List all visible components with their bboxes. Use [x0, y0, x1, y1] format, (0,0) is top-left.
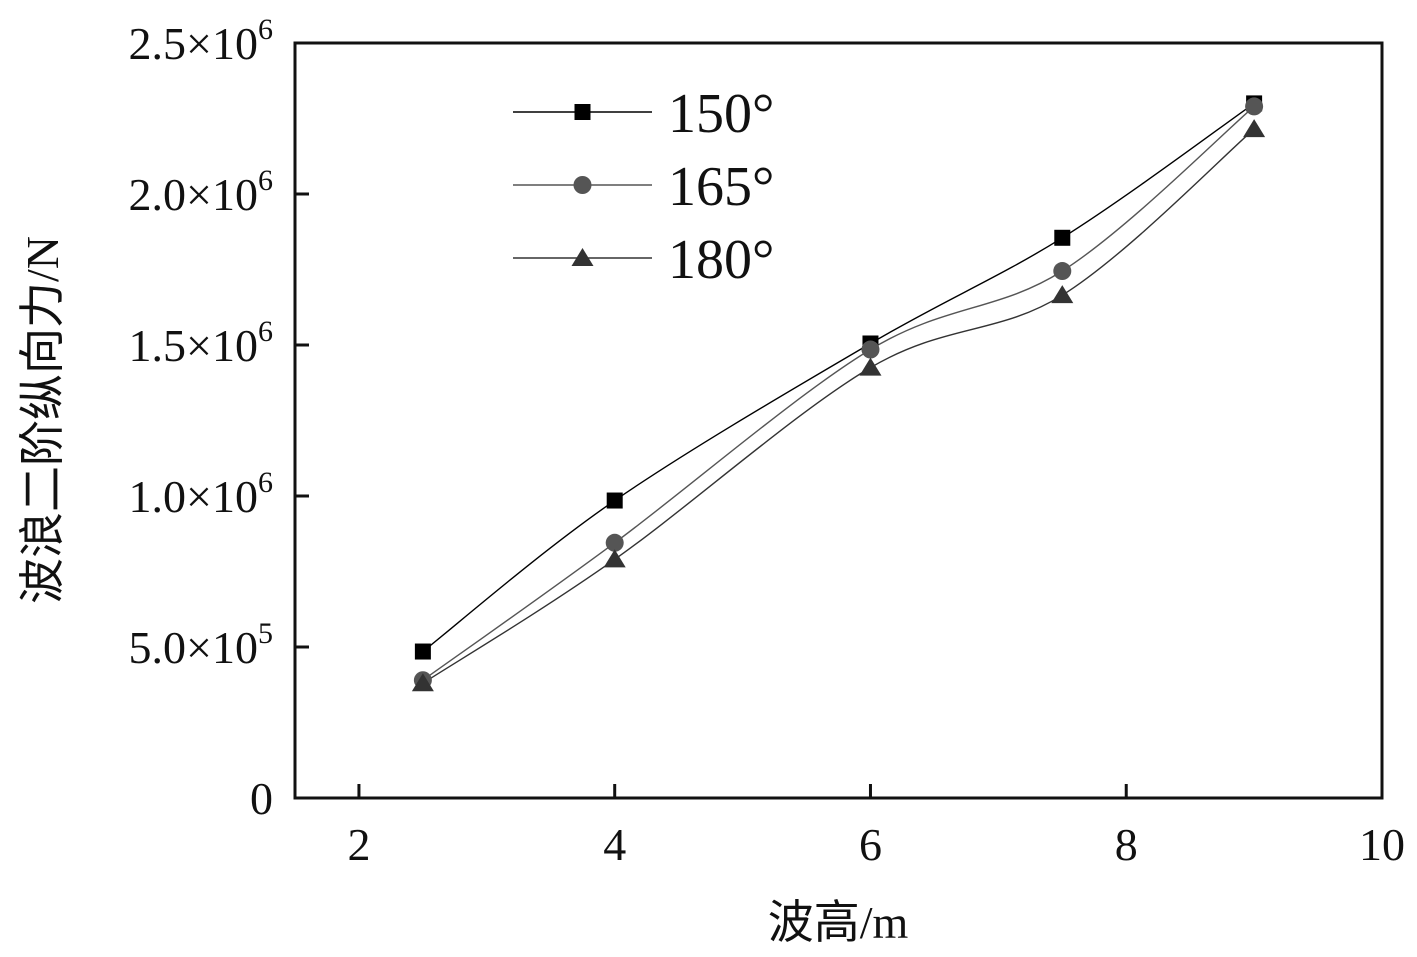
legend-label: 180° — [668, 229, 774, 291]
y-tick-label: 2.5×106 — [129, 13, 273, 69]
y-tick-exponent: 6 — [258, 315, 273, 348]
legend-marker-square — [574, 104, 591, 120]
data-point-circle — [1053, 262, 1072, 281]
y-tick-label: 0 — [250, 773, 273, 824]
y-tick-exponent: 5 — [258, 617, 273, 650]
plot-frame — [293, 41, 1384, 800]
data-point-triangle — [1243, 119, 1266, 138]
data-point-triangle — [1051, 285, 1074, 304]
legend-marker-circle — [573, 176, 592, 194]
data-point-circle — [605, 533, 624, 552]
y-axis-label: 波浪二阶纵向力/N — [17, 236, 68, 604]
x-tick-label: 2 — [347, 819, 370, 870]
y-tick-mantissa: 2.5×10 — [129, 18, 258, 69]
data-point-circle — [1245, 97, 1264, 116]
data-point-triangle — [859, 357, 882, 376]
y-tick-mantissa: 2.0×10 — [129, 169, 258, 220]
series-lines — [422, 102, 1255, 684]
y-tick-label: 5.0×105 — [129, 617, 273, 673]
legend-label: 150° — [668, 83, 774, 145]
data-point-square — [414, 643, 431, 660]
data-point-square — [606, 492, 623, 509]
y-tick-label: 1.5×106 — [129, 315, 273, 371]
data-point-circle — [861, 340, 880, 359]
series-markers — [411, 95, 1266, 692]
x-tick-label: 4 — [603, 819, 626, 870]
data-point-triangle — [603, 549, 626, 568]
x-tick-label: 6 — [859, 819, 882, 870]
y-tick-mantissa: 0 — [250, 773, 273, 824]
data-point-square — [1054, 229, 1071, 246]
y-tick-label: 1.0×106 — [129, 466, 273, 522]
y-tick-mantissa: 1.5×10 — [129, 320, 258, 371]
y-tick-exponent: 6 — [258, 164, 273, 197]
y-tick-exponent: 6 — [258, 466, 273, 499]
x-axis-label: 波高/m — [768, 897, 909, 948]
legend-marker-triangle — [571, 248, 594, 266]
legend-label: 165° — [668, 156, 774, 218]
series-line-2 — [422, 128, 1255, 684]
y-tick-exponent: 6 — [258, 13, 273, 46]
y-tick-label: 2.0×106 — [129, 164, 273, 220]
x-axis-ticks: 2 4 6 8 10 — [347, 784, 1405, 870]
data-point-triangle — [411, 673, 434, 692]
y-tick-mantissa: 1.0×10 — [129, 471, 258, 522]
y-tick-mantissa: 5.0×10 — [129, 622, 258, 673]
x-tick-label: 10 — [1359, 819, 1405, 870]
x-tick-label: 8 — [1115, 819, 1138, 870]
legend: 150° 165° 180° — [513, 83, 774, 291]
